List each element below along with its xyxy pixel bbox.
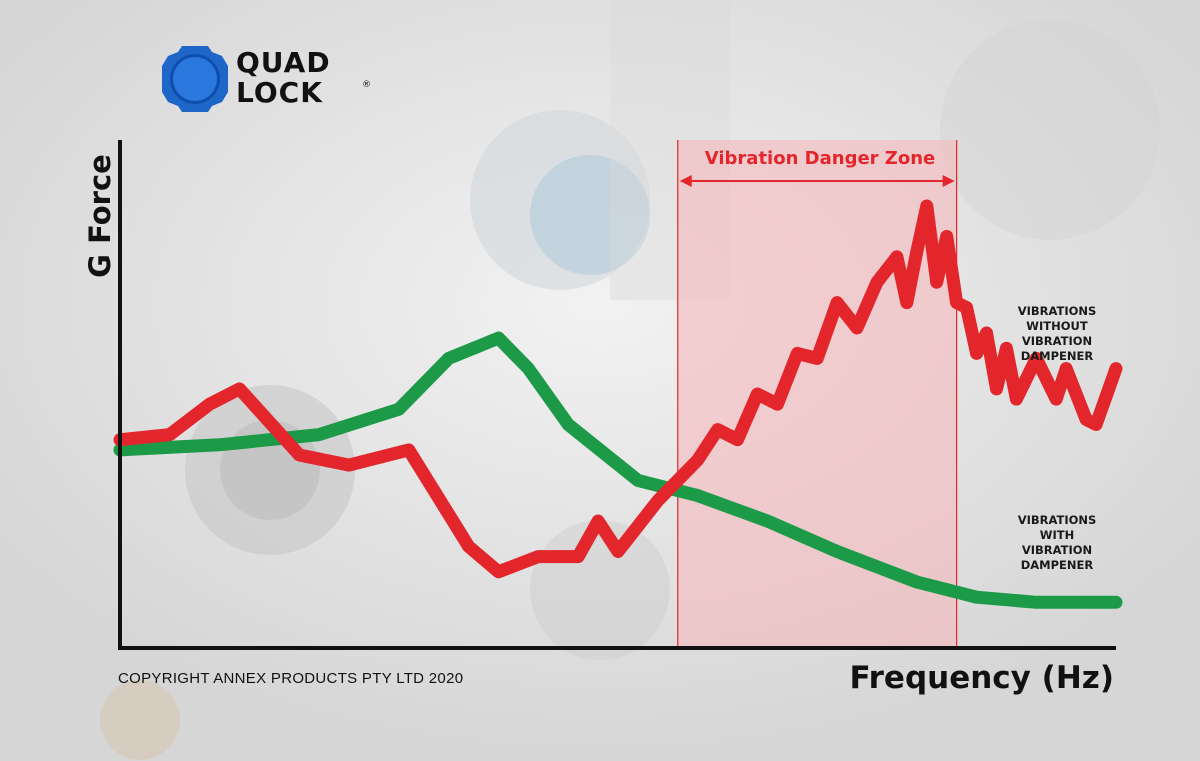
legend-green-line-1: VIBRATIONS bbox=[1017, 513, 1097, 527]
danger-zone-band bbox=[677, 140, 957, 648]
danger-zone-label: Vibration Danger Zone bbox=[704, 148, 936, 169]
quad-lock-logo: QUAD LOCK ® bbox=[160, 44, 380, 114]
series-line-with-dampener bbox=[113, 331, 1123, 609]
legend-green-line-3: VIBRATION bbox=[1021, 543, 1093, 557]
logo-lock-icon bbox=[162, 46, 228, 112]
logo-line-1: QUAD bbox=[236, 46, 331, 79]
series-line-without-dampener bbox=[113, 199, 1123, 579]
y-axis-label: G Force bbox=[83, 154, 117, 278]
legend-red-line-1: VIBRATIONS bbox=[1017, 304, 1097, 318]
logo-line-2: LOCK bbox=[236, 76, 323, 109]
legend-green-line-2: WITH bbox=[1039, 528, 1075, 542]
copyright-notice: COPYRIGHT ANNEX PRODUCTS PTY LTD 2020 bbox=[118, 670, 464, 687]
series-layer bbox=[113, 199, 1123, 609]
registered-mark: ® bbox=[362, 80, 371, 90]
legend-red-line-4: DAMPENER bbox=[1020, 349, 1094, 363]
legend-red-line-3: VIBRATION bbox=[1021, 334, 1093, 348]
danger-zone-arrow bbox=[679, 175, 955, 187]
legend-green-line-4: DAMPENER bbox=[1020, 558, 1094, 572]
legend-with-dampener: VIBRATIONS WITH VIBRATION DAMPENER bbox=[997, 513, 1117, 573]
x-axis-label: Frequency (Hz) bbox=[849, 660, 1114, 696]
legend-without-dampener: VIBRATIONS WITHOUT VIBRATION DAMPENER bbox=[997, 304, 1117, 364]
logo-wordmark: QUAD LOCK bbox=[236, 48, 331, 108]
legend-red-line-2: WITHOUT bbox=[1026, 319, 1088, 333]
